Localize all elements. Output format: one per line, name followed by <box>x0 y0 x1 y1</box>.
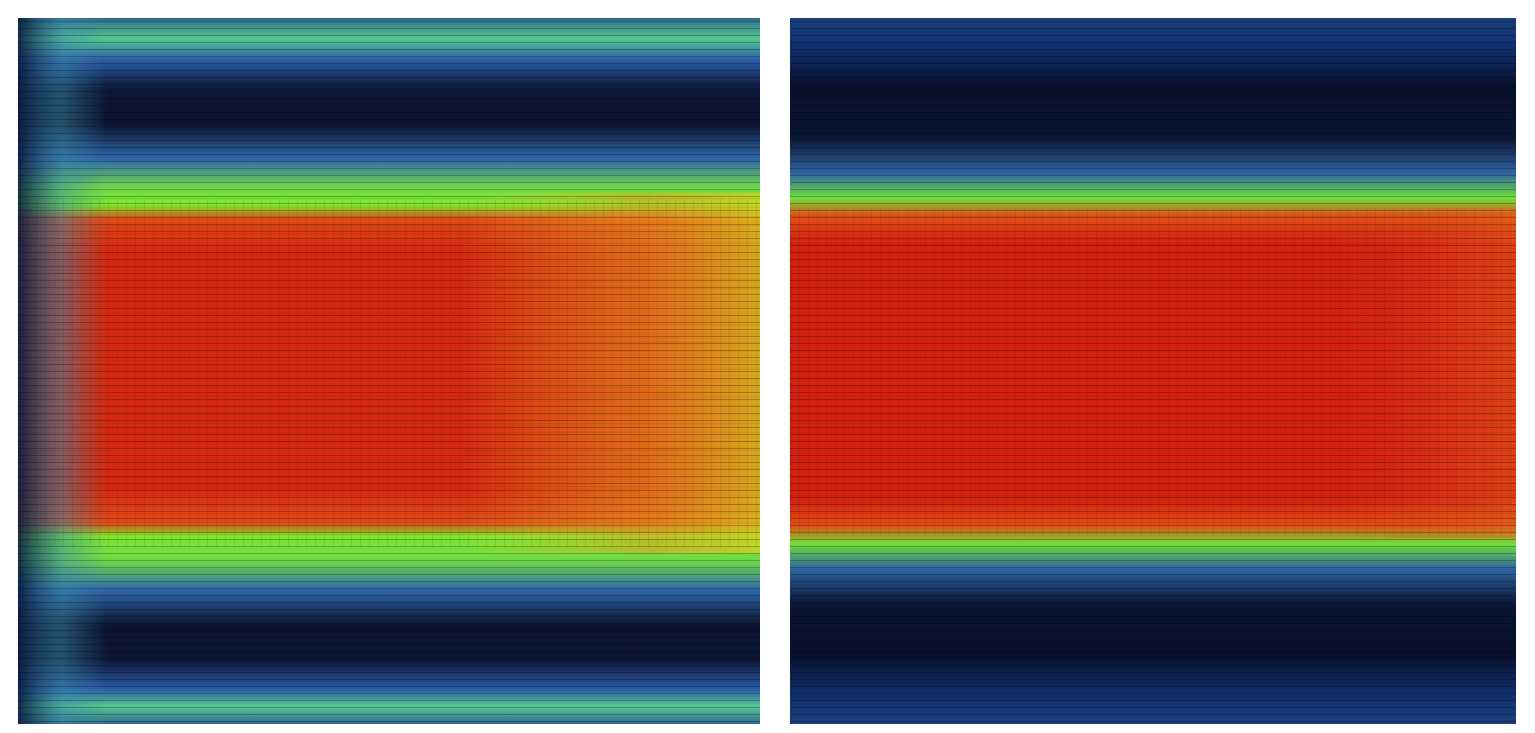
left-grid-mesh <box>18 198 760 548</box>
velocity-field-panel-right <box>790 18 1516 724</box>
right-grid-mesh <box>790 208 1516 538</box>
velocity-field-panel-left <box>18 18 760 724</box>
velocity-field-plot-left <box>18 18 760 724</box>
velocity-field-plot-right <box>790 18 1516 724</box>
